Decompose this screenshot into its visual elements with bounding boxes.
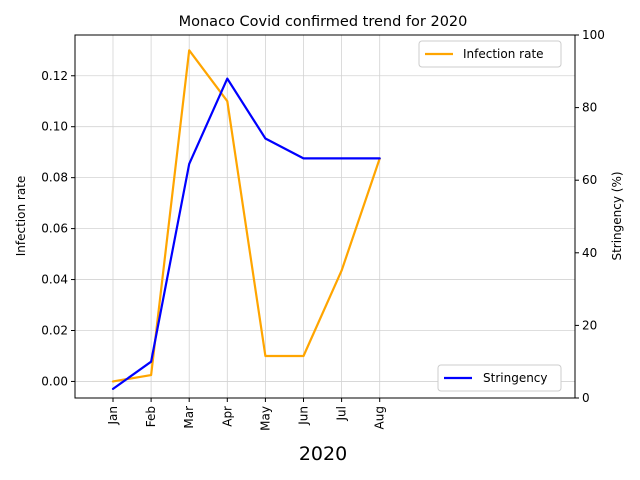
left-tick-label: 0.12 <box>41 69 68 83</box>
left-tick-label: 0.00 <box>41 374 68 388</box>
x-tick-label: Apr <box>220 406 234 427</box>
x-tick-label: Jul <box>335 406 349 421</box>
plot-frame <box>74 34 576 399</box>
series-lines <box>111 49 381 390</box>
legend-stringency: Stringency <box>437 364 562 392</box>
right-tick-label: 0 <box>582 391 590 405</box>
legend-infection-rate-label: Infection rate <box>463 47 544 61</box>
legend-infection-rate-box <box>418 40 562 68</box>
x-tick-label: May <box>258 406 272 431</box>
x-tick-label: Jan <box>106 406 120 426</box>
right-tick-label: 60 <box>582 173 597 187</box>
x-tick-label: Jun <box>297 406 311 426</box>
left-tick-label: 0.04 <box>41 273 68 287</box>
x-tick-label: Feb <box>144 406 158 427</box>
series-line-infection-rate <box>111 49 381 383</box>
left-y-axis-label: Infection rate <box>14 176 28 257</box>
right-y-axis: 0 20 40 60 80 100 <box>575 28 605 405</box>
left-y-axis: 0.00 0.02 0.04 0.06 0.08 0.10 0.12 <box>41 69 75 388</box>
x-tick-label: Aug <box>373 406 387 429</box>
x-tick-label: Mar <box>182 406 196 429</box>
right-y-axis-label: Stringency (%) <box>610 171 624 260</box>
x-axis-label: 2020 <box>299 443 347 465</box>
right-tick-label: 40 <box>582 246 597 260</box>
chart-title: Monaco Covid confirmed trend for 2020 <box>179 14 468 30</box>
right-tick-label: 80 <box>582 101 597 115</box>
legend-infection-rate: Infection rate <box>418 40 562 68</box>
legend-stringency-box <box>437 364 562 392</box>
right-tick-label: 100 <box>582 28 605 42</box>
left-tick-label: 0.02 <box>41 323 68 337</box>
grid <box>75 35 575 398</box>
left-tick-label: 0.06 <box>41 222 68 236</box>
left-tick-label: 0.10 <box>41 120 68 134</box>
right-tick-label: 20 <box>582 318 597 332</box>
x-axis: Jan Feb Mar Apr May Jun Jul Aug <box>106 398 387 431</box>
legend-stringency-label: Stringency <box>483 371 548 385</box>
series-line-stringency <box>111 77 381 390</box>
left-tick-label: 0.08 <box>41 171 68 185</box>
